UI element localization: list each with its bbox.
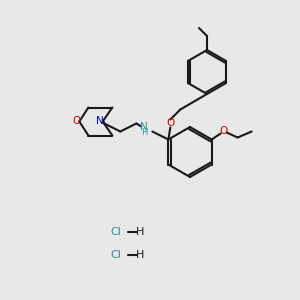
Text: O: O [220, 127, 228, 136]
Text: N: N [140, 122, 148, 133]
Text: H: H [136, 227, 144, 237]
Text: O: O [72, 116, 80, 127]
Text: Cl: Cl [110, 250, 121, 260]
Text: H: H [136, 250, 144, 260]
Text: Cl: Cl [110, 227, 121, 237]
Text: N: N [97, 116, 104, 127]
Text: O: O [166, 118, 175, 128]
Text: H: H [141, 128, 148, 137]
